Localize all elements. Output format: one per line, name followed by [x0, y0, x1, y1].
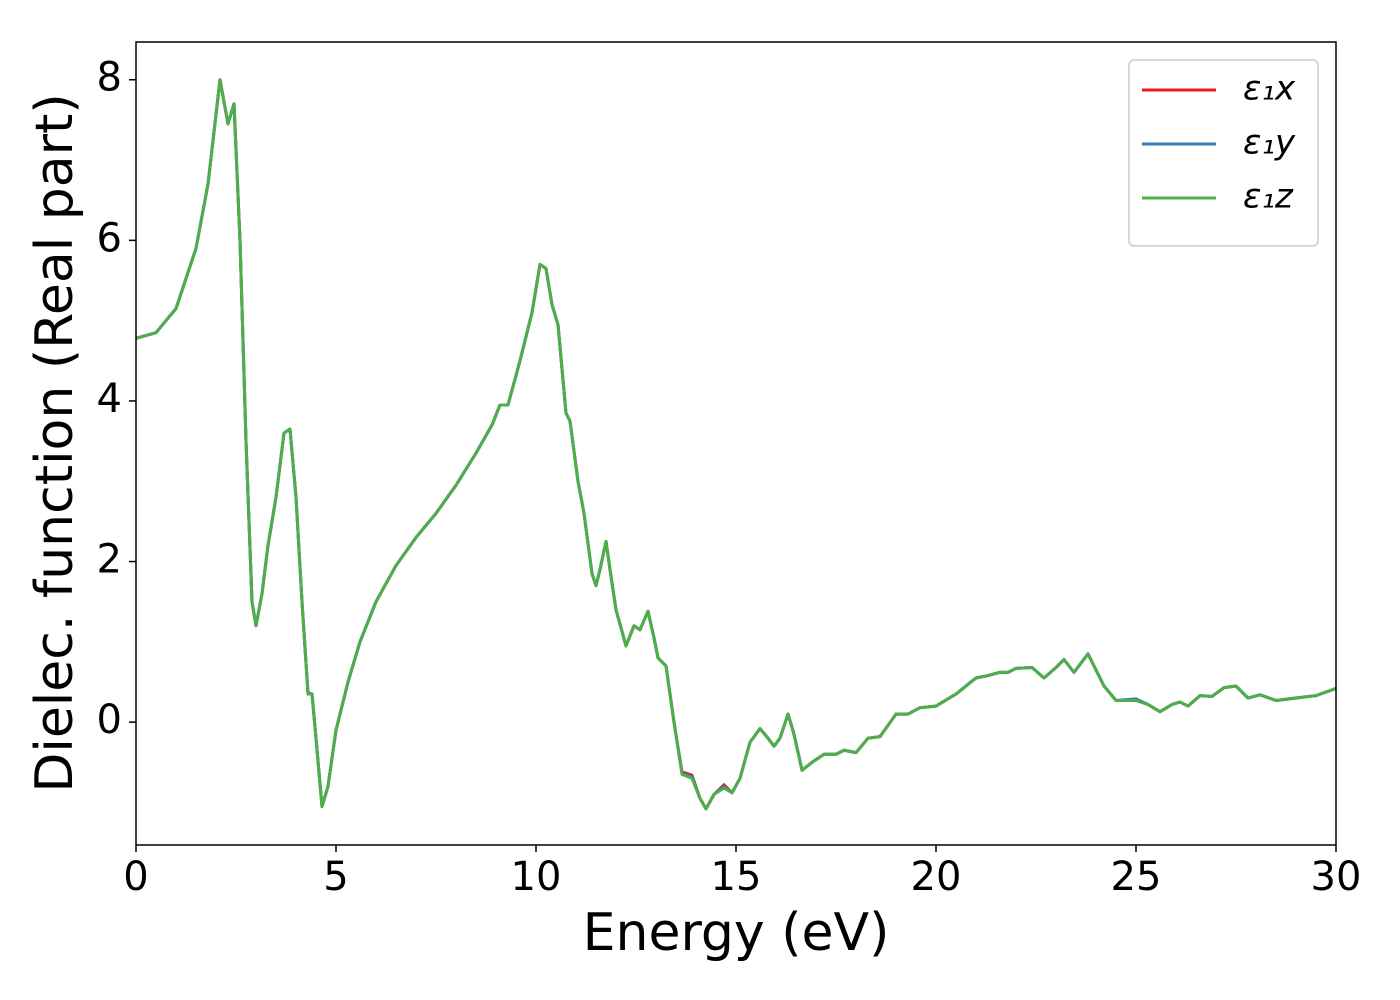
- y-tick-label: 0: [97, 697, 122, 743]
- x-axis-label: Energy (eV): [583, 903, 890, 963]
- x-tick-label: 20: [911, 854, 962, 900]
- x-tick-label: 25: [1111, 854, 1162, 900]
- x-tick-label: 0: [123, 854, 148, 900]
- plot-frame: [135, 41, 1337, 846]
- legend-label: ε₁x: [1243, 69, 1296, 109]
- data-line: [136, 78, 1336, 811]
- y-axis-label: Dielec. function (Real part): [25, 93, 85, 792]
- y-tick-label: 8: [97, 55, 122, 101]
- y-tick-label: 2: [97, 537, 122, 583]
- x-tick-label: 5: [323, 854, 348, 900]
- y-tick-label: 4: [97, 376, 122, 422]
- legend-label: ε₁y: [1243, 123, 1296, 163]
- y-tick-label: 6: [97, 215, 122, 261]
- x-tick-label: 15: [711, 854, 762, 900]
- x-tick-label: 30: [1311, 854, 1362, 900]
- x-tick-label: 10: [511, 854, 562, 900]
- legend-label: ε₁z: [1243, 177, 1294, 217]
